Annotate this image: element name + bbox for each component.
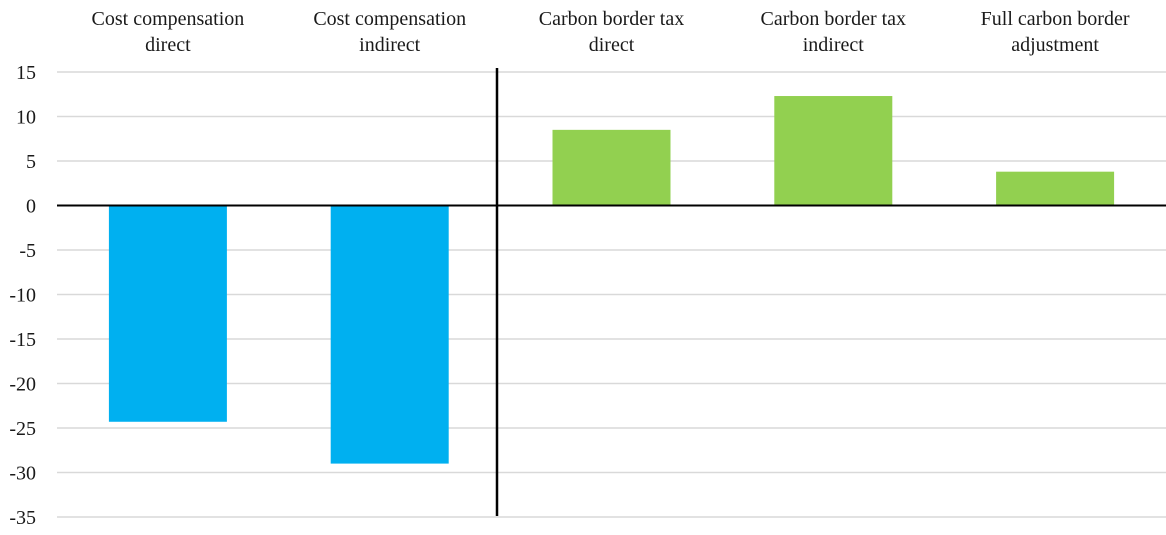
category-label-line: Carbon border tax bbox=[761, 8, 907, 30]
gridlines bbox=[57, 71, 1166, 518]
category-label: Full carbon border adjustment bbox=[981, 8, 1130, 56]
y-tick-label: 5 bbox=[26, 151, 36, 173]
category-label: Cost compensation direct bbox=[92, 8, 245, 56]
category-label-line: Carbon border tax bbox=[539, 8, 685, 30]
bar-4 bbox=[774, 96, 893, 206]
bar-5 bbox=[996, 171, 1115, 206]
y-tick-label: -30 bbox=[9, 463, 36, 485]
y-axis-tick-labels: 15 10 5 0 -5 -10 -15 -20 -25 -30 -35 bbox=[9, 62, 36, 529]
bar-1 bbox=[108, 205, 227, 422]
bars bbox=[108, 96, 1115, 464]
y-tick-label: -35 bbox=[9, 507, 36, 529]
category-label-line: Cost compensation bbox=[313, 8, 466, 30]
y-tick-label: 15 bbox=[16, 62, 36, 84]
y-tick-label: -10 bbox=[9, 285, 36, 307]
y-tick-label: 0 bbox=[26, 196, 36, 218]
category-label: Cost compensation indirect bbox=[313, 8, 466, 56]
y-tick-label: -5 bbox=[19, 240, 36, 262]
category-label-line: direct bbox=[589, 34, 635, 56]
bar-3 bbox=[552, 129, 671, 206]
category-label-line: Full carbon border bbox=[981, 8, 1130, 30]
category-label-line: adjustment bbox=[1011, 34, 1099, 56]
category-label-line: direct bbox=[145, 34, 191, 56]
y-tick-label: 10 bbox=[16, 107, 36, 129]
category-label: Carbon border tax direct bbox=[539, 8, 685, 56]
category-label: Carbon border tax indirect bbox=[761, 8, 907, 56]
y-tick-label: -25 bbox=[9, 418, 36, 440]
y-tick-label: -15 bbox=[9, 329, 36, 351]
axes bbox=[57, 68, 1166, 516]
category-label-line: Cost compensation bbox=[92, 8, 245, 30]
category-label-line: indirect bbox=[803, 34, 865, 56]
category-label-line: indirect bbox=[359, 34, 421, 56]
bar-2 bbox=[330, 205, 449, 464]
y-tick-label: -20 bbox=[9, 374, 36, 396]
